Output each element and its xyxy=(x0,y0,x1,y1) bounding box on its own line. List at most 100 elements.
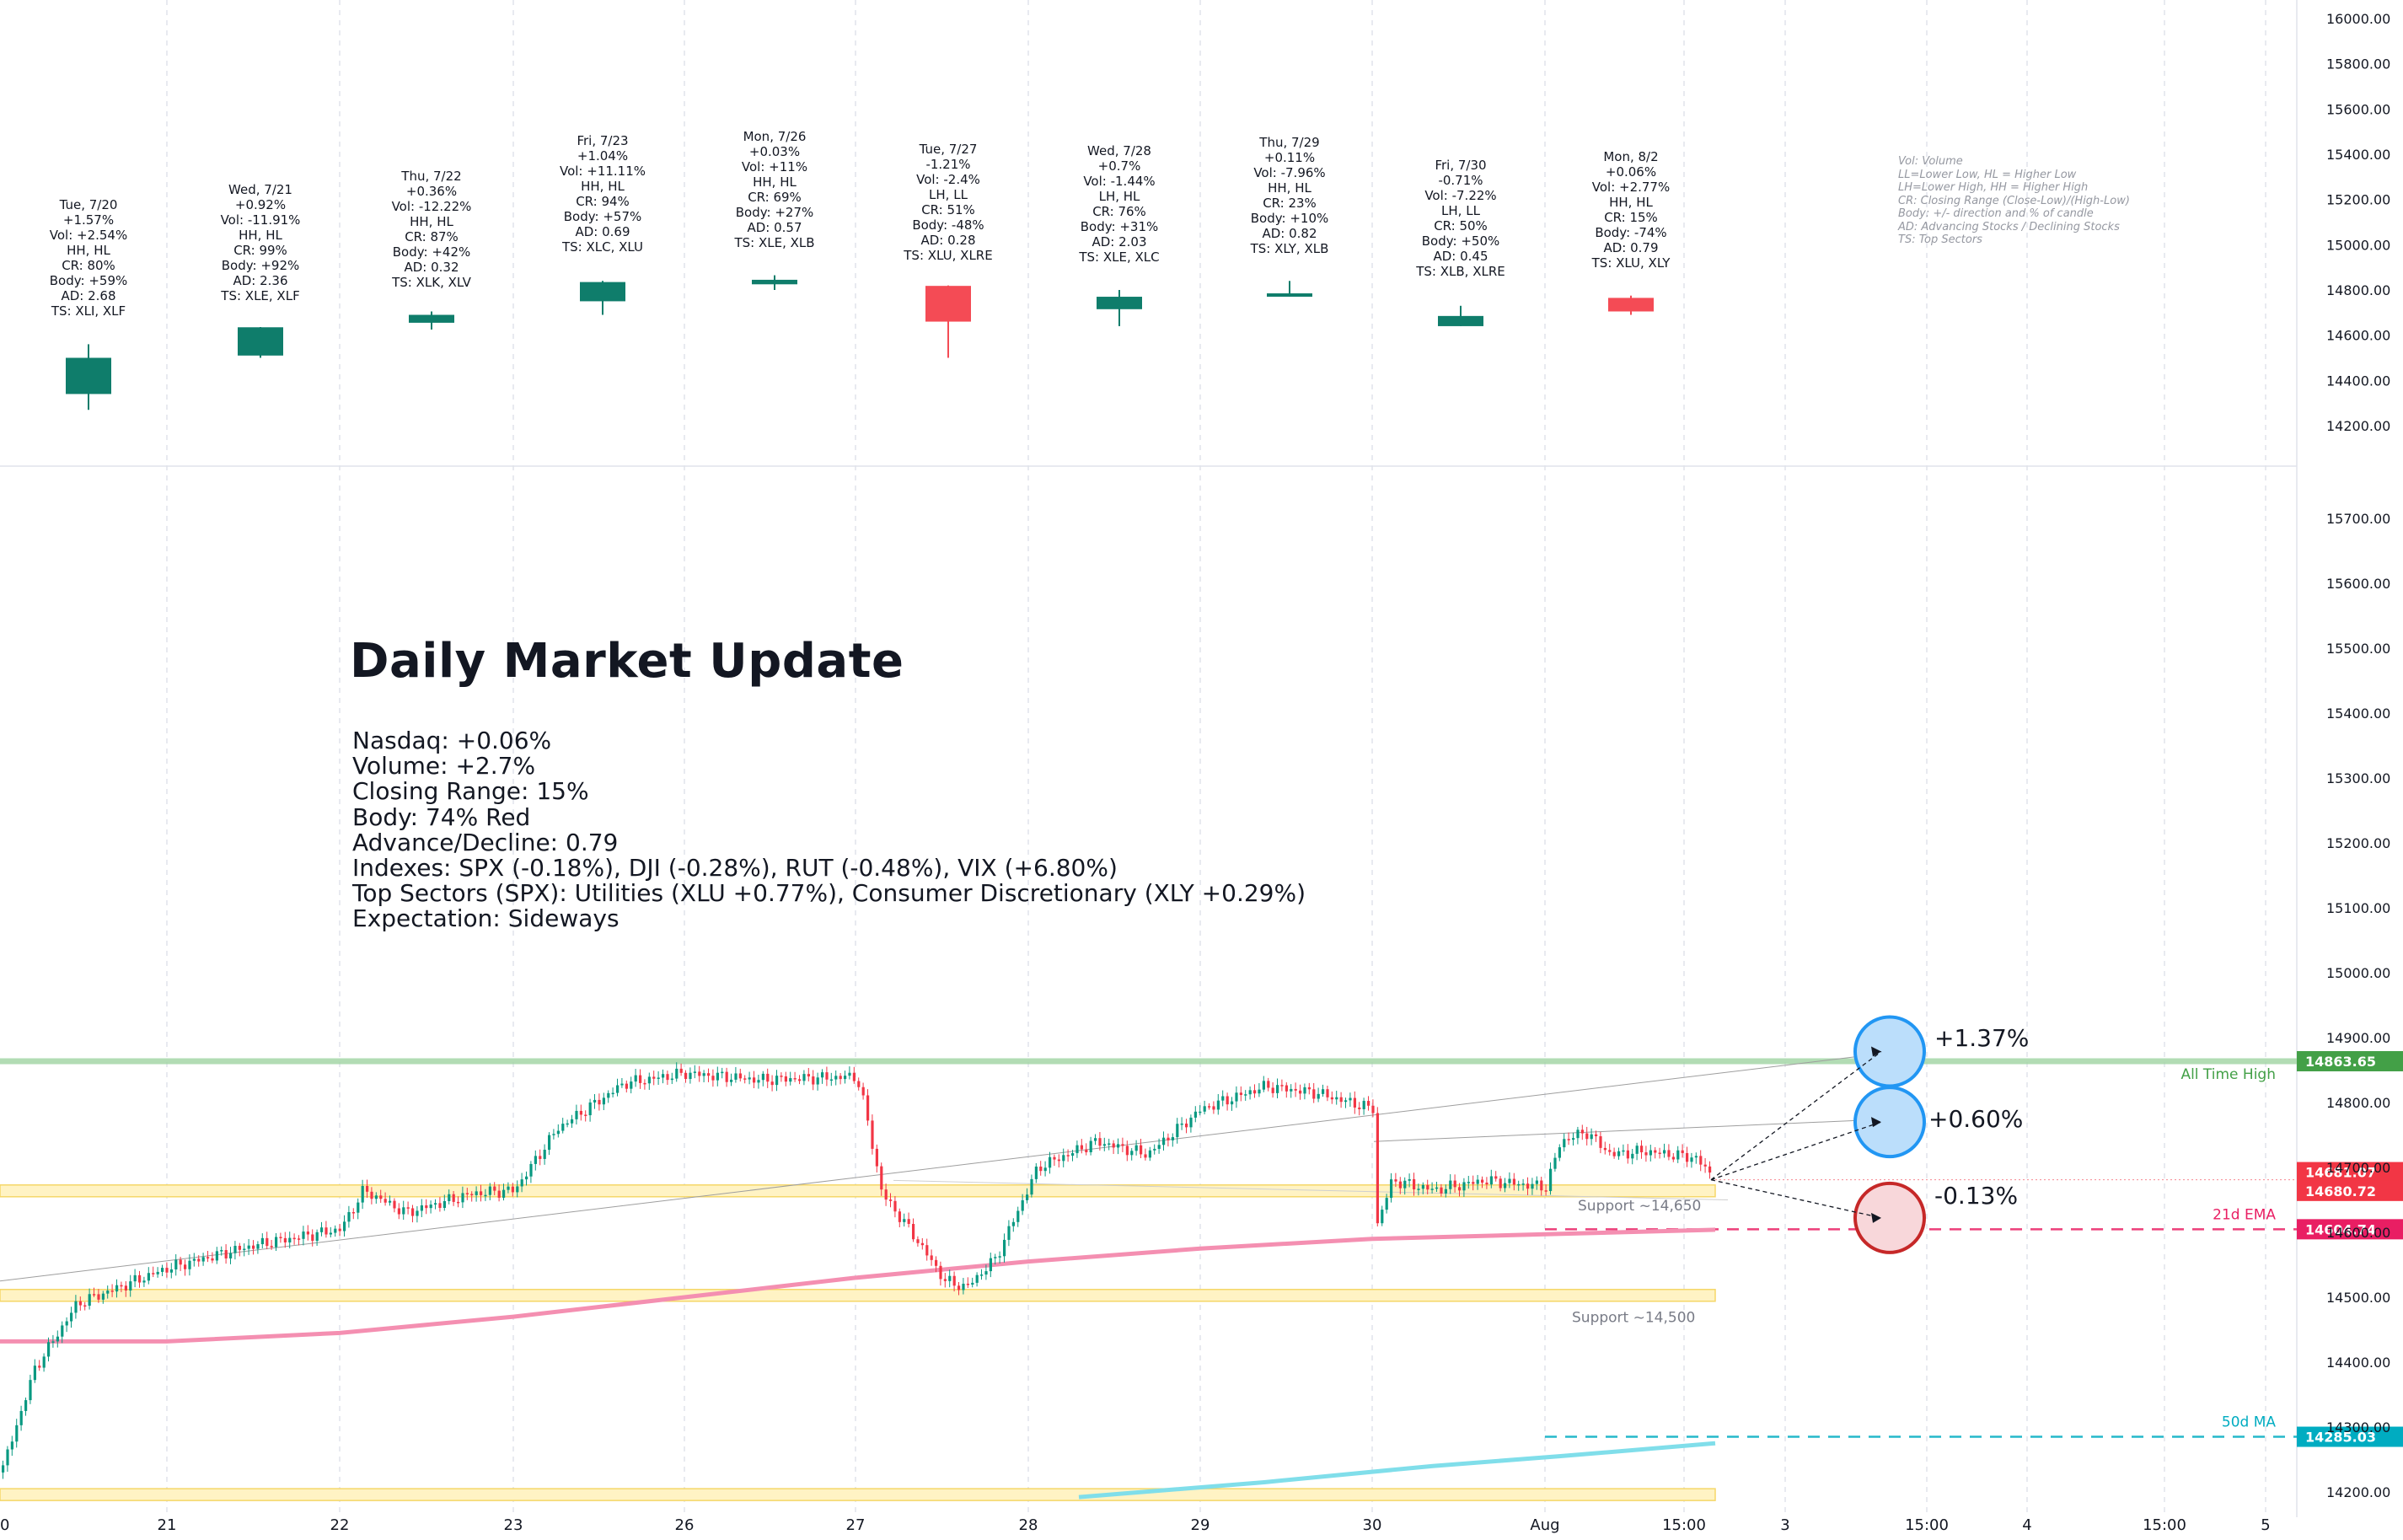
intraday-candle xyxy=(1185,1123,1188,1128)
intraday-candle xyxy=(1444,1189,1447,1194)
scenario-arrow xyxy=(1710,1178,1882,1219)
intraday-candle xyxy=(1649,1150,1652,1156)
time-tick-label: 21 xyxy=(158,1516,177,1534)
intraday-candle xyxy=(1003,1239,1006,1257)
summary-nasdaq: Nasdaq: +0.06% xyxy=(352,727,552,754)
intraday-candle xyxy=(943,1279,947,1281)
daily-candle-card: Fri, 7/23 +1.04% Vol: +11.11% HH, HL CR: 94%… xyxy=(518,133,687,255)
daily-candle-stat: HH, HL xyxy=(753,174,797,190)
intraday-candle xyxy=(497,1190,501,1198)
intraday-candle xyxy=(1576,1130,1580,1139)
intraday-candle xyxy=(670,1078,673,1081)
intraday-candle xyxy=(738,1073,742,1079)
intraday-candle xyxy=(807,1074,810,1077)
intraday-candle xyxy=(552,1134,555,1135)
daily-candle-stat: Vol: -7.96% xyxy=(1253,165,1326,180)
daily-candle-stat: CR: 99% xyxy=(233,243,287,258)
price-tag-bg xyxy=(2297,1219,2403,1240)
time-tick-label: 27 xyxy=(846,1516,866,1534)
daily-candle-stat: LH, LL xyxy=(1441,203,1480,218)
intraday-candle xyxy=(1039,1166,1043,1172)
intraday-candle xyxy=(298,1238,301,1240)
daily-candle-card: Wed, 7/28 +0.7% Vol: -1.44% LH, HL CR: 76% Bo… xyxy=(1035,143,1204,265)
intraday-candle xyxy=(802,1074,806,1081)
intraday-candle xyxy=(1421,1184,1424,1189)
daily-candle-stat: Body: +10% xyxy=(1250,211,1329,226)
scenario-arrow xyxy=(1710,1050,1882,1181)
intraday-candle xyxy=(593,1099,597,1103)
intraday-candle xyxy=(1494,1176,1498,1179)
daily-candle-stat: AD: 0.28 xyxy=(920,233,976,248)
intraday-candle xyxy=(1007,1226,1011,1240)
intraday-candle xyxy=(1362,1101,1365,1109)
intraday-candle xyxy=(306,1231,309,1235)
summary-closing-range: Closing Range: 15% xyxy=(352,777,589,806)
intraday-candle xyxy=(480,1191,483,1195)
daily-candle-card: Fri, 7/30 -0.71% Vol: -7.22% LH, LL CR: 50% B… xyxy=(1376,158,1545,279)
intraday-candle xyxy=(1193,1111,1197,1118)
intraday-candle xyxy=(548,1135,551,1151)
intraday-candles xyxy=(2,1062,1712,1479)
intraday-candle xyxy=(1121,1144,1124,1146)
intraday-candle xyxy=(743,1078,747,1080)
intraday-candle xyxy=(1608,1150,1612,1152)
daily-candle-stat: Body: +59% xyxy=(49,273,128,288)
abbreviation-legend: Vol: Volume LL=Lower Low, HL = Higher Lo… xyxy=(1898,155,2130,247)
time-axis: 0 21 22 23 26 27 28 29 30 Aug 15:00 3 15:00 4 15:00 5 xyxy=(0,1516,2271,1534)
daily-candle-stat: Wed, 7/28 xyxy=(1087,143,1151,158)
daily-candle-stat: Vol: +2.77% xyxy=(1591,180,1671,195)
intraday-candle xyxy=(452,1194,455,1202)
intraday-candle xyxy=(252,1245,255,1249)
price-tag-text: 14680.72 xyxy=(2305,1183,2376,1199)
axis-tick-label: 16000.00 xyxy=(2326,11,2390,27)
intraday-candle xyxy=(1644,1152,1648,1156)
level-name-label: All Time High xyxy=(2180,1066,2276,1083)
intraday-candle xyxy=(1585,1133,1589,1140)
intraday-candle xyxy=(1148,1150,1151,1158)
time-tick-label: 4 xyxy=(2022,1516,2031,1534)
intraday-candle xyxy=(1307,1087,1311,1090)
intraday-candle xyxy=(1162,1137,1166,1146)
intraday-candle xyxy=(124,1285,127,1291)
intraday-candle xyxy=(1390,1179,1393,1199)
intraday-candle xyxy=(1703,1164,1707,1167)
time-tick-label: 26 xyxy=(675,1516,695,1534)
intraday-candle xyxy=(1102,1144,1106,1146)
scenario-arrowhead xyxy=(1871,1212,1881,1223)
daily-candle-stat: AD: 2.03 xyxy=(1092,234,1147,250)
intraday-candle xyxy=(1430,1189,1434,1190)
intraday-candle xyxy=(657,1077,660,1079)
legend-line: TS: Top Sectors xyxy=(1898,233,1982,246)
intraday-candle xyxy=(1285,1085,1288,1092)
intraday-candle xyxy=(147,1273,150,1281)
intraday-candle xyxy=(1413,1178,1416,1190)
intraday-candle xyxy=(1339,1097,1343,1103)
axis-tick-label: 15100.00 xyxy=(2326,900,2390,916)
intraday-candle xyxy=(643,1082,646,1085)
intraday-candle xyxy=(761,1073,764,1081)
intraday-candle xyxy=(1326,1089,1329,1097)
intraday-candle xyxy=(1635,1146,1639,1154)
intraday-candle xyxy=(1512,1178,1515,1185)
intraday-candle xyxy=(1167,1137,1170,1140)
daily-candle-stat: TS: XLI, XLF xyxy=(51,303,126,319)
intraday-candle xyxy=(224,1250,228,1258)
intraday-candle xyxy=(270,1246,273,1248)
support-zone-label: Support ~14,500 xyxy=(1572,1310,1695,1327)
intraday-candle xyxy=(812,1076,815,1085)
daily-candle-stat: TS: XLE, XLC xyxy=(1079,250,1160,265)
daily-candle-stat: CR: 50% xyxy=(1434,218,1488,233)
intraday-candle xyxy=(465,1193,469,1194)
intraday-candle xyxy=(1140,1145,1143,1155)
intraday-candle xyxy=(1176,1124,1179,1138)
intraday-candle xyxy=(1544,1190,1547,1192)
intraday-candle xyxy=(1499,1178,1502,1189)
intraday-candle xyxy=(1062,1155,1065,1162)
intraday-candle xyxy=(543,1150,546,1159)
intraday-candle xyxy=(220,1250,223,1252)
scenario-markers xyxy=(1710,1015,1926,1254)
level-name-label: 21d EMA xyxy=(2213,1206,2276,1223)
daily-candle-stat: AD: 0.79 xyxy=(1603,240,1659,255)
daily-candle-stat: +0.7% xyxy=(1097,158,1141,174)
